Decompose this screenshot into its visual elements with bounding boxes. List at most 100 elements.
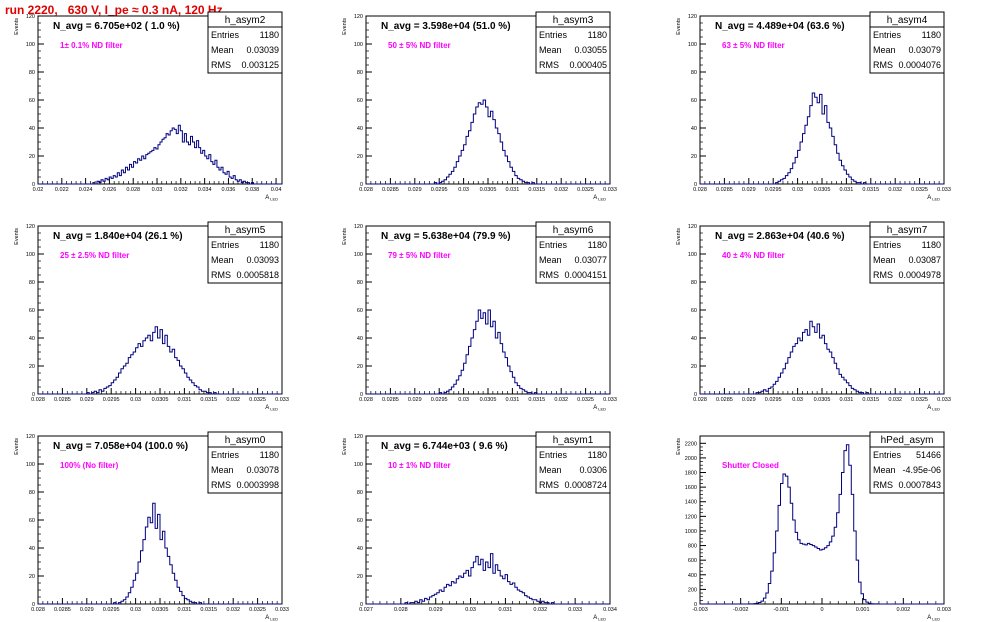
y-tick-label: 400 (688, 573, 697, 579)
x-tick-label: 0.036 (222, 187, 236, 193)
histogram-panel: 0 20 40 60 80 100 120 0.028 0.0285 0.029 0.0295 0.0… (14, 221, 289, 412)
x-tick-label: 0.033 (937, 397, 951, 403)
x-tick-label: 0.032 (226, 397, 240, 403)
y-tick-label: 60 (691, 98, 697, 104)
x-tick-label: 0.028 (693, 187, 707, 193)
x-tick-label: 0.033 (275, 397, 289, 403)
x-tick-label: 0.0295 (765, 187, 782, 193)
stats-box: h_asym5 Entries 1180 Mean 0.03093 RMS 0.000581… (207, 221, 283, 284)
y-tick-label: 80 (357, 280, 363, 286)
y-tick-label: 20 (29, 574, 35, 580)
x-tick-label: 0.0285 (382, 397, 399, 403)
n-avg-label: N_avg = 6.744e+03 ( 9.6 %) (381, 441, 508, 452)
y-tick-label: 120 (354, 224, 363, 230)
y-tick-label: 120 (26, 224, 35, 230)
x-tick-label: 0.034 (198, 187, 212, 193)
histogram-name: h_asym1 (553, 435, 594, 446)
x-tick-label: 0.0285 (716, 187, 733, 193)
stats-label: Mean (211, 465, 234, 475)
stats-values-box (869, 446, 945, 494)
histogram-name: hPed_asym (881, 435, 934, 446)
y-tick-label: 0 (694, 182, 697, 188)
x-tick-label: 0.029 (80, 607, 94, 613)
y-tick-label: 80 (29, 70, 35, 76)
stats-label: RMS (211, 480, 231, 490)
stats-value: 0.03087 (908, 255, 941, 265)
y-tick-label: 1800 (685, 471, 697, 477)
stats-value: 0.0004151 (564, 270, 607, 280)
filter-label: 50 ± 5% ND filter (388, 41, 451, 50)
filter-label: 1± 0.1% ND filter (60, 41, 123, 50)
x-tick-label: 0.032 (174, 187, 188, 193)
stats-label: Mean (539, 465, 562, 475)
stats-value: 1180 (588, 240, 607, 250)
y-tick-label: 0 (360, 392, 363, 398)
x-axis-label: ALED (265, 615, 278, 622)
x-tick-label: 0.027 (359, 607, 373, 613)
stats-values-box (535, 446, 611, 494)
y-tick-label: 100 (688, 252, 697, 258)
stats-label: Entries (539, 30, 568, 40)
stats-label: Entries (211, 240, 240, 250)
x-tick-label: 0.033 (937, 187, 951, 193)
x-tick-label: 0.0315 (528, 187, 545, 193)
stats-values-box (535, 26, 611, 74)
x-tick-label: 0.029 (742, 397, 756, 403)
histogram-name: h_asym6 (553, 225, 594, 236)
stats-label: Entries (211, 30, 240, 40)
y-tick-label: 20 (357, 574, 363, 580)
x-axis-label: ALED (927, 195, 940, 202)
stats-values-box (207, 446, 283, 494)
y-tick-label: 200 (688, 587, 697, 593)
stats-label: RMS (539, 60, 559, 70)
x-tick-label: 0.028 (31, 607, 45, 613)
y-tick-label: 40 (691, 126, 697, 132)
stats-label: Entries (211, 450, 240, 460)
y-tick-label: 2200 (685, 441, 697, 447)
x-tick-label: 0.04 (271, 187, 282, 193)
y-tick-label: 20 (691, 154, 697, 160)
x-axis-label: ALED (593, 195, 606, 202)
histogram-line (700, 92, 944, 185)
x-tick-label: 0.028 (693, 397, 707, 403)
stats-value: 0.03079 (908, 45, 941, 55)
y-tick-label: 120 (688, 224, 697, 230)
x-tick-label: 0.0285 (382, 187, 399, 193)
x-tick-label: 0 (820, 607, 823, 613)
histogram-panel: 0 200 400 600 800 1000 1200 1400 1600 1800 2000 220… (676, 431, 951, 622)
x-axis-label: ALED (265, 405, 278, 412)
x-tick-label: 0.0315 (200, 607, 217, 613)
x-tick-label: 0.0305 (152, 607, 169, 613)
x-tick-label: 0.031 (178, 397, 192, 403)
stats-value: 1180 (260, 450, 279, 460)
x-tick-label: 0.0295 (431, 397, 448, 403)
histogram-panel: 0 20 40 60 80 100 120 0.02 0.022 0.024 0.026 0.028 0… (14, 11, 283, 202)
stats-values-box (535, 236, 611, 284)
x-tick-label: 0.024 (79, 187, 93, 193)
histogram-panel: 0 20 40 60 80 100 120 0.028 0.0285 0.029 0.0295 0.0… (342, 11, 617, 202)
stats-value: 0.003125 (241, 60, 279, 70)
stats-value: 1180 (588, 450, 607, 460)
x-axis-label: ALED (265, 195, 278, 202)
y-axis-label: Events (342, 228, 348, 245)
y-tick-label: 80 (29, 490, 35, 496)
stats-value: 1180 (260, 30, 279, 40)
y-tick-label: 1000 (685, 529, 697, 535)
stats-box: h_asym2 Entries 1180 Mean 0.03039 RMS 0.003125 (207, 11, 283, 74)
x-tick-label: 0.0325 (911, 397, 928, 403)
x-tick-label: 0.0305 (814, 397, 831, 403)
stats-label: Mean (873, 255, 896, 265)
x-tick-label: 0.003 (937, 607, 951, 613)
x-tick-label: 0.0325 (577, 187, 594, 193)
stats-box: h_asym6 Entries 1180 Mean 0.03077 RMS 0.000415… (535, 221, 611, 284)
x-tick-label: 0.0295 (103, 397, 120, 403)
stats-box: hPed_asym Entries 51466 Mean -4.95e-06 RMS 0.0… (869, 431, 945, 494)
x-axis-label-sub: LED (270, 407, 278, 412)
histogram-panel: 0 20 40 60 80 100 120 0.027 0.028 0.029 0.03 0.031 0… (342, 431, 617, 622)
n-avg-label: N_avg = 3.598e+04 (51.0 %) (381, 21, 511, 32)
histogram-line (38, 124, 282, 185)
x-axis-label-sub: LED (270, 617, 278, 622)
x-tick-label: 0.0325 (911, 187, 928, 193)
y-tick-label: 0 (694, 602, 697, 608)
histogram-line (366, 309, 610, 395)
